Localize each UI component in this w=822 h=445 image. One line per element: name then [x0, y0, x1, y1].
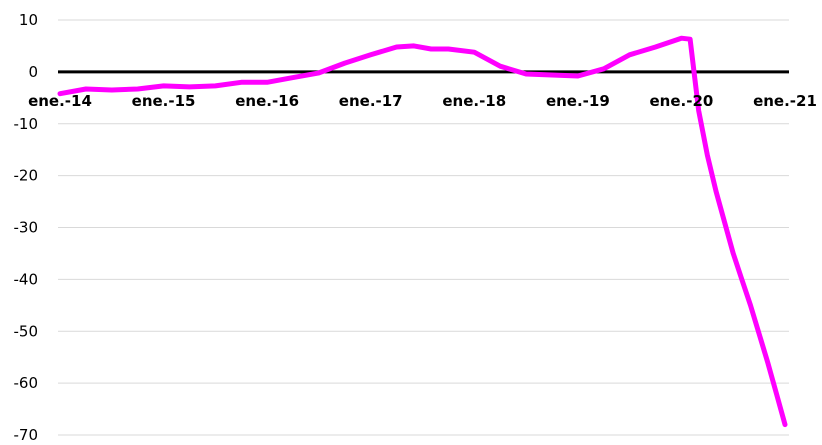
x-tick-label: ene.-21: [753, 92, 817, 110]
y-tick-label: -60: [14, 374, 39, 392]
x-tick-label: ene.-18: [442, 92, 506, 110]
y-tick-label: -20: [14, 167, 39, 185]
x-tick-label: ene.-19: [546, 92, 610, 110]
y-tick-label: -70: [14, 426, 39, 444]
y-tick-label: 10: [19, 11, 38, 29]
y-tick-label: -50: [14, 322, 39, 340]
gridlines: [58, 19, 789, 436]
y-axis-ticks: 10 0 -10 -20 -30 -40 -50 -60 -70: [14, 11, 39, 444]
x-tick-label: ene.-16: [235, 92, 299, 110]
x-tick-label: ene.-20: [650, 92, 714, 110]
x-tick-label: ene.-15: [132, 92, 196, 110]
series-line: [57, 35, 788, 428]
y-tick-label: -30: [14, 219, 39, 237]
x-tick-label: ene.-14: [28, 92, 92, 110]
y-tick-label: -40: [14, 270, 39, 288]
y-tick-label: 0: [28, 63, 38, 81]
y-tick-label: -10: [14, 115, 39, 133]
x-tick-label: ene.-17: [339, 92, 403, 110]
series-layer: [57, 35, 788, 428]
x-axis-ticks: ene.-14 ene.-15 ene.-16 ene.-17 ene.-18 ene.-…: [28, 92, 817, 110]
